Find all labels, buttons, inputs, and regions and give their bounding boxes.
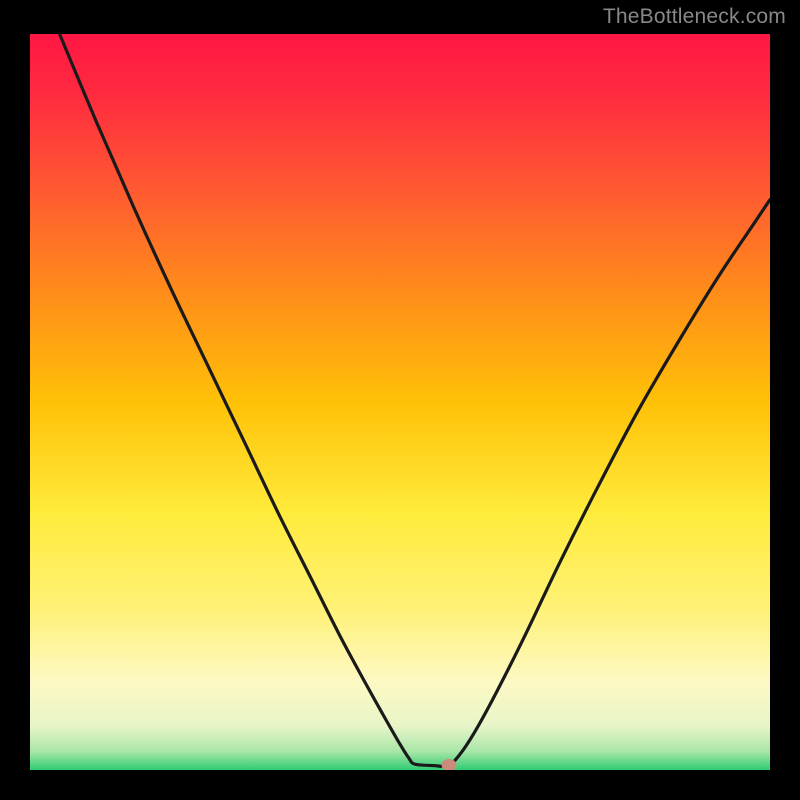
bottleneck-curve	[30, 34, 770, 770]
attribution-text: TheBottleneck.com	[603, 5, 786, 29]
optimal-point-marker	[441, 759, 456, 770]
bottleneck-chart	[30, 34, 770, 770]
